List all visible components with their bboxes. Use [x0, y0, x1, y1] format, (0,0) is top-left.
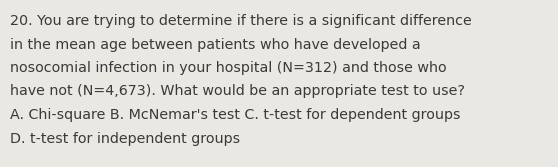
Text: in the mean age between patients who have developed a: in the mean age between patients who hav…: [10, 38, 421, 51]
Text: 20. You are trying to determine if there is a significant difference: 20. You are trying to determine if there…: [10, 14, 472, 28]
Text: D. t-test for independent groups: D. t-test for independent groups: [10, 131, 240, 145]
Text: nosocomial infection in your hospital (N=312) and those who: nosocomial infection in your hospital (N…: [10, 61, 446, 75]
Text: have not (N=4,673). What would be an appropriate test to use?: have not (N=4,673). What would be an app…: [10, 85, 465, 99]
Text: A. Chi-square B. McNemar's test C. t-test for dependent groups: A. Chi-square B. McNemar's test C. t-tes…: [10, 108, 460, 122]
